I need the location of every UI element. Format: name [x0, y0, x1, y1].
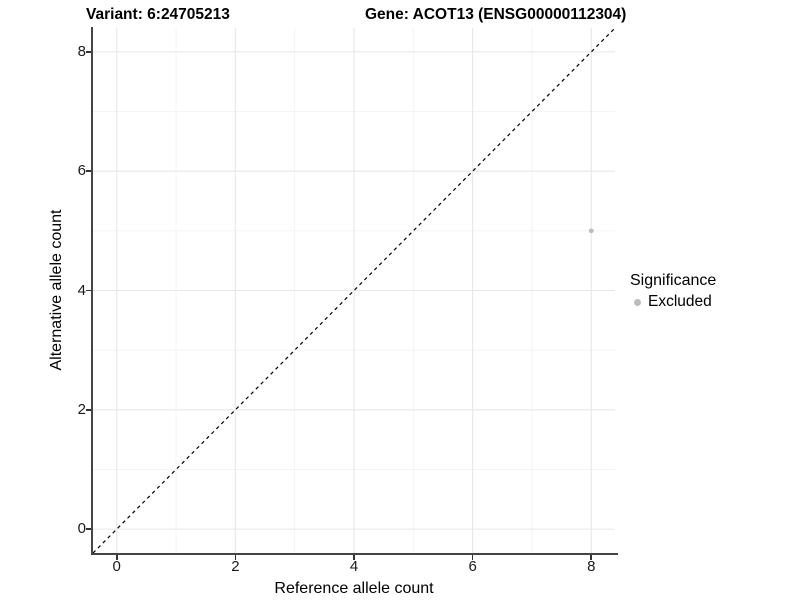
y-tick-mark — [86, 51, 91, 53]
x-tick-mark — [115, 555, 118, 560]
x-tick-mark — [234, 555, 237, 560]
y-tick-mark — [86, 170, 91, 172]
y-tick-label: 4 — [77, 281, 86, 299]
y-tick-mark — [86, 289, 91, 292]
legend-entries: Excluded — [630, 293, 798, 311]
x-tick-label: 6 — [468, 558, 477, 575]
x-axis-title: Reference allele count — [274, 580, 434, 597]
legend-entry: Excluded — [630, 293, 798, 311]
x-tick-mark — [353, 555, 355, 560]
x-tick-mark — [590, 555, 593, 560]
y-axis-title: Alternative allele count — [48, 209, 65, 371]
identity-reference-line — [93, 28, 615, 553]
x-axis-line — [91, 553, 618, 555]
y-tick-mark — [86, 528, 91, 530]
legend: Significance Excluded — [630, 272, 798, 311]
x-tick-label: 0 — [112, 558, 121, 575]
x-tick-label: 8 — [587, 558, 596, 575]
y-axis-line — [91, 27, 93, 555]
legend-entry-label: Excluded — [648, 293, 712, 310]
gene-title: Gene: ACOT13 (ENSG00000112304) — [365, 6, 627, 23]
legend-point-icon — [634, 298, 641, 306]
y-tick-label: 2 — [77, 400, 86, 418]
data-point — [588, 228, 594, 234]
legend-title: Significance — [630, 272, 717, 289]
y-tick-label: 8 — [77, 42, 86, 60]
y-tick-label: 0 — [77, 520, 86, 538]
y-tick-mark — [86, 409, 91, 411]
plot-area-svg — [93, 28, 615, 553]
y-tick-label: 6 — [77, 162, 86, 180]
x-tick-label: 4 — [349, 558, 359, 575]
x-tick-label: 2 — [231, 558, 240, 575]
plot-panel — [93, 28, 615, 553]
x-tick-mark — [471, 555, 474, 560]
variant-title: Variant: 6:24705213 — [86, 6, 230, 23]
